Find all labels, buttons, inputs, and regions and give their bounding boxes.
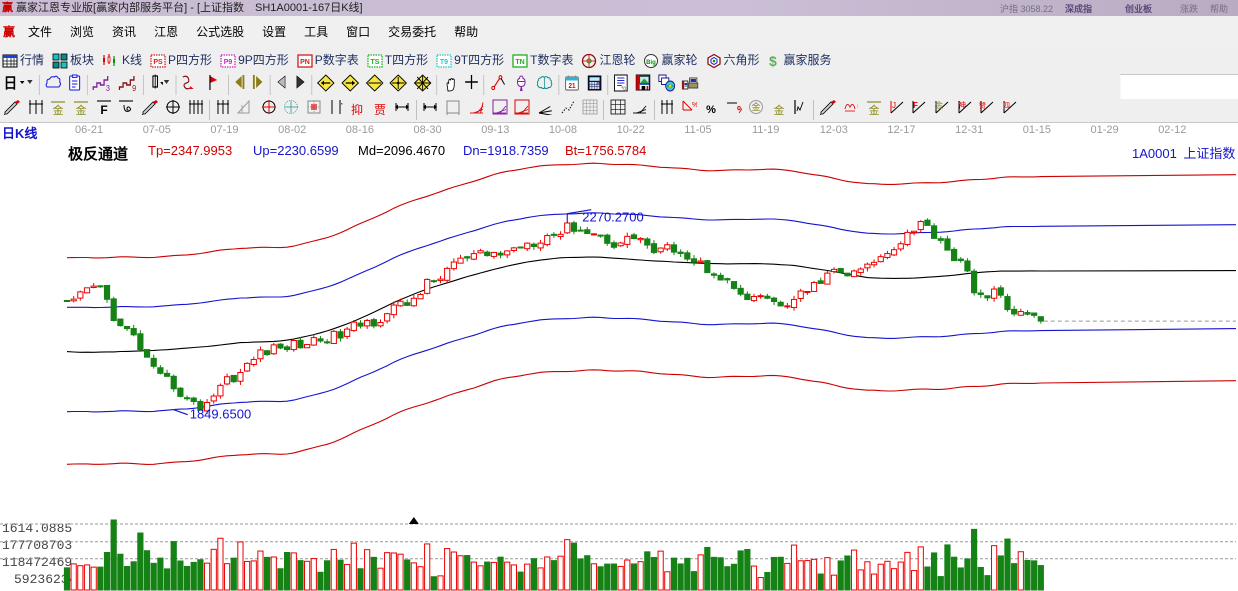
svg-text:TS: TS <box>370 59 379 66</box>
svg-text:T9: T9 <box>440 59 448 66</box>
svg-text:P9: P9 <box>224 59 233 66</box>
svg-text:PS: PS <box>153 59 163 66</box>
svg-text:金: 金 <box>752 101 761 112</box>
svg-text:金: 金 <box>935 100 943 110</box>
svg-text:金: 金 <box>869 103 880 115</box>
svg-text:金: 金 <box>76 103 87 115</box>
svg-text:神: 神 <box>958 100 966 110</box>
svg-text:2270.2700: 2270.2700 <box>582 210 643 225</box>
svg-text:四: 四 <box>1003 102 1010 110</box>
svg-text:F: F <box>100 103 107 115</box>
svg-text:F: F <box>913 101 918 110</box>
svg-text:%: % <box>692 102 697 109</box>
svg-text:抑: 抑 <box>351 102 363 115</box>
svg-text:%: % <box>737 105 742 115</box>
svg-text:日: 日 <box>4 74 18 92</box>
svg-text:21: 21 <box>569 83 576 90</box>
svg-text:J: J <box>892 101 896 110</box>
svg-text:↑: ↑ <box>856 104 859 110</box>
svg-text:'': '' <box>341 103 343 110</box>
svg-text:$: $ <box>769 53 777 69</box>
svg-text:赞: 赞 <box>979 101 986 110</box>
svg-text:9: 9 <box>132 84 136 92</box>
svg-text:贾: 贾 <box>374 103 386 115</box>
svg-text:PN: PN <box>300 59 310 66</box>
svg-text:Big: Big <box>647 60 657 66</box>
svg-text:1849.6500: 1849.6500 <box>190 407 251 422</box>
svg-text:%: % <box>706 104 716 115</box>
svg-text:金: 金 <box>53 103 64 115</box>
svg-text:TN: TN <box>515 59 524 66</box>
svg-text:金: 金 <box>773 103 784 115</box>
svg-text:3: 3 <box>106 84 110 92</box>
